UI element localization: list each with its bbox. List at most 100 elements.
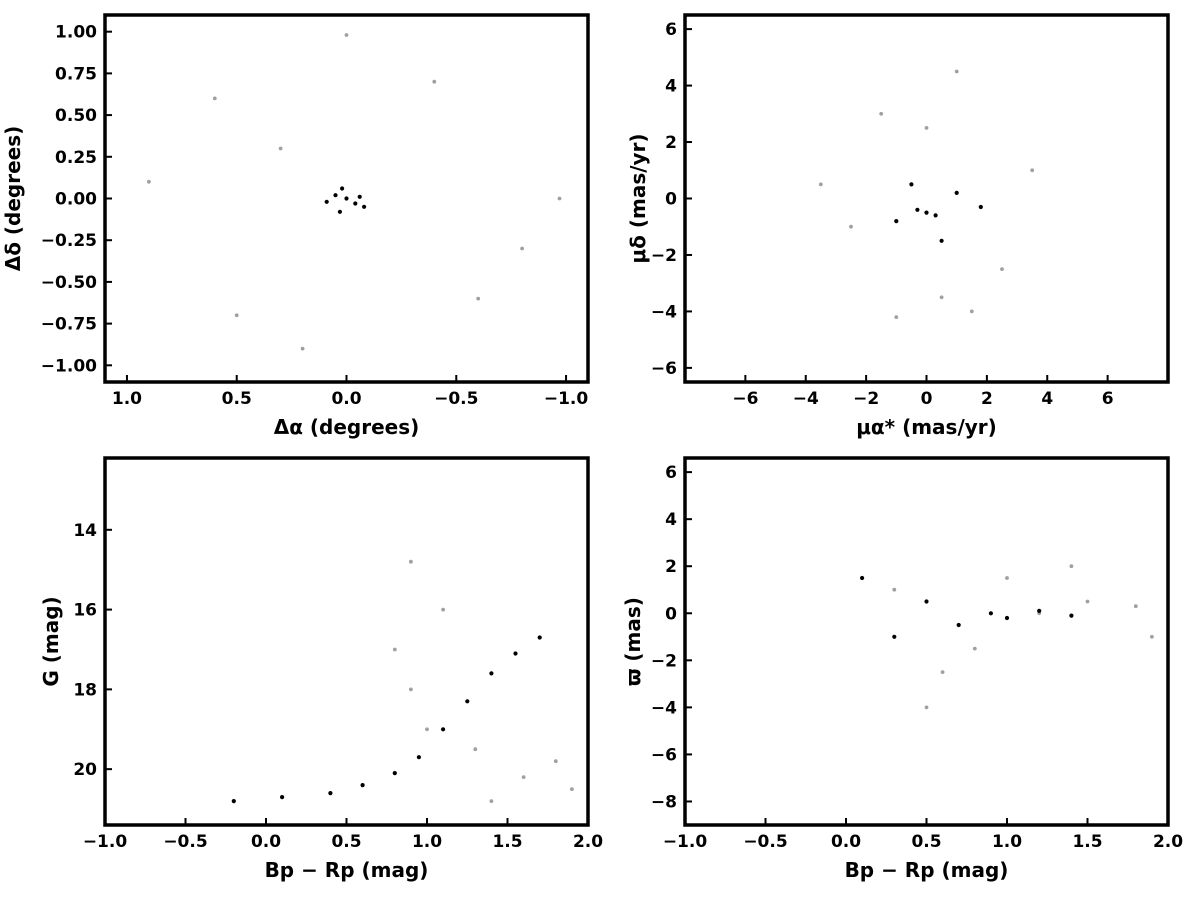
x-tick-label: 0.5 <box>911 832 941 852</box>
y-tick-label: 18 <box>73 680 97 700</box>
series-field <box>392 559 574 803</box>
x-tick-label: 6 <box>1102 389 1114 409</box>
x-axis-label: Bp − Rp (mag) <box>265 858 429 882</box>
point-field <box>1005 576 1009 580</box>
scatter-points <box>818 69 1035 319</box>
series-field <box>818 69 1035 319</box>
point-field <box>476 296 481 301</box>
point-members <box>360 783 365 788</box>
y-tick-label: −2 <box>651 246 677 266</box>
point-field <box>432 79 437 84</box>
y-tick-label: 20 <box>73 760 97 780</box>
series-members <box>894 182 983 243</box>
x-tick-label: −0.5 <box>163 832 207 852</box>
plot-frame <box>683 456 1170 827</box>
point-field <box>892 587 897 592</box>
y-tick-label: 0.50 <box>55 106 97 126</box>
x-tick-label: −1.0 <box>83 832 128 852</box>
point-field <box>924 705 929 710</box>
y-tick-label: 6 <box>665 463 677 483</box>
panel-sky: 1.0 0.5 0.0 −0.5 −1.0 −1.00 −0.75 −0.50 −0.25 0.0… <box>1 13 590 439</box>
point-field <box>1133 604 1138 609</box>
x-tick-label: −0.5 <box>743 832 787 852</box>
x-tick-label: 1.0 <box>992 832 1022 852</box>
y-tick-label: 1.00 <box>55 23 97 43</box>
y-tick-label: 2 <box>665 133 677 153</box>
point-field <box>894 315 899 319</box>
point-field <box>473 747 478 752</box>
point-members <box>1037 608 1042 614</box>
point-field <box>344 33 349 37</box>
x-tick-label: 0.0 <box>251 832 281 852</box>
point-members <box>860 575 865 581</box>
x-tick-label: 1.5 <box>492 832 522 852</box>
x-tick-label: −4 <box>793 389 819 409</box>
point-members <box>909 182 914 187</box>
point-field <box>924 126 929 130</box>
point-members <box>894 219 899 224</box>
x-tick-label: 0.0 <box>831 832 861 852</box>
y-tick-label: −0.25 <box>41 231 97 251</box>
point-field <box>1150 634 1154 639</box>
scatter-points <box>147 33 562 351</box>
y-tick-label: 16 <box>73 601 97 621</box>
point-members <box>340 186 345 191</box>
x-tick-label: 0.5 <box>222 389 252 409</box>
series-field <box>892 564 1154 710</box>
y-tick-label: −2 <box>651 651 677 671</box>
point-members <box>892 634 897 639</box>
point-field <box>849 224 853 229</box>
y-tick-label: −1.00 <box>41 356 97 376</box>
y-axis-label: μδ (mas/yr) <box>626 133 650 263</box>
point-field <box>972 646 977 651</box>
point-field <box>1000 267 1004 271</box>
y-tick-label: 14 <box>73 521 97 541</box>
point-field <box>520 246 524 251</box>
series-members <box>324 186 367 214</box>
x-tick-label: 1.0 <box>112 389 142 409</box>
point-members <box>1069 613 1074 618</box>
point-field <box>940 670 945 674</box>
point-field <box>818 182 823 187</box>
point-members <box>333 193 338 198</box>
y-tick-label: 0 <box>665 190 677 210</box>
x-tick-label: 0.0 <box>331 389 361 409</box>
y-tick-label: −8 <box>651 792 677 812</box>
y-tick-label: 6 <box>665 20 677 40</box>
point-field <box>147 179 151 184</box>
point-field <box>553 759 558 764</box>
point-members <box>988 611 994 616</box>
point-field <box>557 196 562 201</box>
point-field <box>425 727 429 732</box>
point-members <box>337 209 342 214</box>
point-members <box>416 755 421 760</box>
point-field <box>392 647 397 652</box>
x-tick-label: −2 <box>853 389 879 409</box>
y-tick-label: 4 <box>665 510 677 530</box>
point-field <box>879 111 884 116</box>
y-tick-label: 0.00 <box>55 190 97 210</box>
series-members <box>231 635 542 804</box>
x-tick-label: −0.5 <box>434 389 478 409</box>
point-field <box>409 559 413 564</box>
panel-proper-motion: −6 −4 −2 0 2 4 6 −6 −4 −2 0 2 4 6 μα* (mas/yr) μδ (mas/… <box>626 13 1170 439</box>
y-tick-label: 2 <box>665 557 677 577</box>
point-members <box>978 204 983 210</box>
scatter-points <box>231 559 574 804</box>
y-axis-label: Δδ (degrees) <box>1 126 25 272</box>
point-field <box>1030 168 1035 173</box>
point-members <box>954 190 959 195</box>
point-members <box>465 699 470 704</box>
point-field <box>489 799 494 803</box>
point-members <box>231 799 236 804</box>
x-tick-label: 2.0 <box>1153 832 1183 852</box>
x-tick-label: 1.5 <box>1072 832 1102 852</box>
point-members <box>939 238 944 243</box>
point-members <box>362 204 367 209</box>
y-axis-label: G (mag) <box>39 596 63 686</box>
y-tick-label: 0 <box>665 604 677 624</box>
point-members <box>489 671 494 676</box>
point-field <box>570 787 574 791</box>
x-tick-label: −1.0 <box>663 832 708 852</box>
